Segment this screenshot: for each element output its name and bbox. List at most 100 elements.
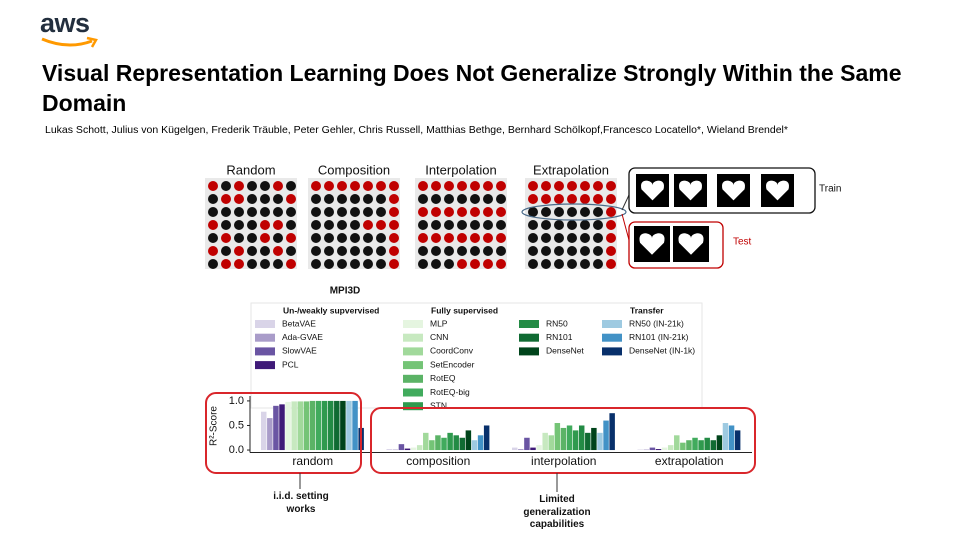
dot <box>247 194 257 204</box>
legend-group-title: Un-/weakly supvervised <box>283 305 379 315</box>
dot <box>350 220 360 230</box>
dot <box>528 207 538 217</box>
dot <box>234 246 244 256</box>
dot <box>324 259 334 269</box>
dot <box>567 233 577 243</box>
bar <box>674 435 680 451</box>
dot <box>541 181 551 191</box>
dot <box>286 181 296 191</box>
legend-swatch <box>255 361 275 370</box>
dot <box>221 246 231 256</box>
dot <box>457 207 467 217</box>
bar <box>435 435 441 451</box>
bar <box>518 449 524 451</box>
dot <box>363 207 373 217</box>
dot <box>311 259 321 269</box>
bar <box>410 447 417 451</box>
legend-swatch <box>255 333 275 342</box>
dot <box>260 259 270 269</box>
bar <box>566 425 573 451</box>
dot <box>337 233 347 243</box>
dot <box>580 246 590 256</box>
dot <box>311 246 321 256</box>
dot <box>273 181 283 191</box>
dot <box>580 194 590 204</box>
authors: Lukas Schott, Julius von Kügelgen, Frede… <box>45 124 788 136</box>
bar <box>285 401 291 451</box>
dot <box>554 233 564 243</box>
legend-swatch <box>602 320 622 328</box>
dot <box>208 181 218 191</box>
dot <box>376 233 386 243</box>
dot <box>418 207 428 217</box>
bar <box>591 427 597 451</box>
legend-label: SetEncoder <box>430 359 475 369</box>
dot <box>221 233 231 243</box>
dot <box>470 220 480 230</box>
dot <box>541 207 551 217</box>
legend-swatch <box>255 320 275 328</box>
dot <box>350 181 360 191</box>
dot <box>389 207 399 217</box>
dot <box>376 220 386 230</box>
dot <box>389 246 399 256</box>
legend-swatch <box>403 361 423 370</box>
dot <box>554 246 564 256</box>
bar <box>291 401 297 451</box>
dot <box>221 259 231 269</box>
x-tick-label: random <box>292 454 333 468</box>
bar <box>704 437 710 451</box>
dot <box>389 233 399 243</box>
dot <box>554 220 564 230</box>
dot <box>483 246 493 256</box>
heart <box>722 180 745 201</box>
test-label: Test <box>733 237 752 248</box>
dot <box>593 194 603 204</box>
legend-label: RN101 <box>546 332 573 342</box>
legend-label: CoordConv <box>430 346 474 356</box>
dot <box>606 207 616 217</box>
bar <box>352 400 358 451</box>
highlight-box <box>205 392 362 474</box>
bar <box>680 442 686 451</box>
bar <box>667 445 674 451</box>
dot <box>431 246 441 256</box>
dot <box>496 220 506 230</box>
bar <box>649 447 656 451</box>
dot <box>593 233 603 243</box>
x-tick-label: extrapolation <box>655 454 724 468</box>
dot <box>593 207 603 217</box>
dot <box>286 233 296 243</box>
dot <box>580 207 590 217</box>
dot <box>483 194 493 204</box>
legend-label: RN101 (IN-21k) <box>629 332 689 342</box>
x-tick-label: interpolation <box>531 454 596 468</box>
dot <box>457 181 467 191</box>
dot <box>567 207 577 217</box>
dot <box>389 194 399 204</box>
dot <box>273 207 283 217</box>
dot <box>606 181 616 191</box>
dot <box>363 181 373 191</box>
dot <box>567 246 577 256</box>
legend-swatch <box>255 347 275 356</box>
dot <box>457 220 467 230</box>
dot <box>311 181 321 191</box>
dot <box>221 207 231 217</box>
bar <box>340 400 346 451</box>
dot <box>457 259 467 269</box>
dot <box>389 220 399 230</box>
connector <box>621 213 630 241</box>
legend-swatch <box>519 347 539 356</box>
legend-swatch <box>403 374 423 383</box>
dot <box>247 233 257 243</box>
bar <box>524 437 530 451</box>
dot <box>389 259 399 269</box>
dot <box>593 181 603 191</box>
legend-label: SlowVAE <box>282 346 317 356</box>
bar <box>273 405 279 451</box>
heart <box>678 233 704 255</box>
dot <box>580 181 590 191</box>
dot <box>457 194 467 204</box>
dot <box>418 181 428 191</box>
